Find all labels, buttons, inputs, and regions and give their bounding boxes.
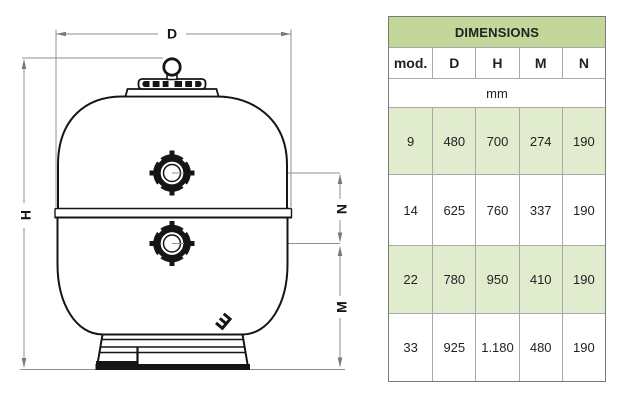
table-cell: 190 bbox=[561, 107, 605, 174]
tank-lid bbox=[124, 57, 220, 98]
table-cell: 22 bbox=[389, 245, 433, 313]
tank-body bbox=[54, 95, 293, 336]
column-header-n: N bbox=[561, 47, 605, 78]
table-cell: 410 bbox=[518, 245, 562, 313]
dimension-n: N bbox=[334, 174, 350, 243]
dim-label-m: M bbox=[334, 301, 350, 313]
table-cell: 480 bbox=[518, 313, 562, 381]
table-cell: 1.180 bbox=[475, 313, 519, 381]
table-cell: 337 bbox=[518, 174, 562, 245]
lower-port bbox=[149, 221, 195, 266]
dim-label-d: D bbox=[167, 26, 177, 42]
dimension-d: D bbox=[55, 26, 292, 207]
table-cell: 33 bbox=[389, 313, 433, 381]
table-cell: 274 bbox=[518, 107, 562, 174]
unit-row: mm bbox=[389, 78, 605, 107]
table-title: DIMENSIONS bbox=[389, 17, 605, 47]
table-cell: 190 bbox=[561, 174, 605, 245]
table-cell: 950 bbox=[475, 245, 519, 313]
table-cell: 190 bbox=[561, 245, 605, 313]
dim-label-h: H bbox=[18, 210, 34, 220]
column-header-d: D bbox=[432, 47, 476, 78]
table-cell: 14 bbox=[389, 174, 433, 245]
dimension-h: H bbox=[18, 57, 163, 368]
column-header-h: H bbox=[475, 47, 519, 78]
dim-label-n: N bbox=[334, 204, 350, 214]
table-cell: 925 bbox=[432, 313, 476, 381]
table-cell: 190 bbox=[561, 313, 605, 381]
table-cell: 700 bbox=[475, 107, 519, 174]
base-foot bbox=[95, 364, 250, 370]
lid-cap-slots bbox=[149, 81, 196, 87]
upper-port bbox=[149, 150, 195, 196]
base-foot-left bbox=[96, 361, 138, 370]
table-cell: 760 bbox=[475, 174, 519, 245]
clamp-band bbox=[54, 207, 293, 219]
table-cell: 480 bbox=[432, 107, 476, 174]
filter-tank-diagram: D H N M bbox=[18, 26, 350, 370]
tank-base bbox=[95, 333, 250, 370]
table-cell: 9 bbox=[389, 107, 433, 174]
dimensions-table: DIMENSIONS mod. D H M N mm 9 480 700 274… bbox=[388, 16, 606, 382]
drain-plug-icon bbox=[215, 312, 233, 331]
table-cell: 780 bbox=[432, 245, 476, 313]
lid-collar bbox=[124, 88, 220, 98]
lid-ring-handle bbox=[162, 57, 182, 77]
table-cell: 625 bbox=[432, 174, 476, 245]
dimension-m: M bbox=[334, 246, 350, 368]
column-header-mod: mod. bbox=[389, 47, 433, 78]
column-header-m: M bbox=[518, 47, 562, 78]
